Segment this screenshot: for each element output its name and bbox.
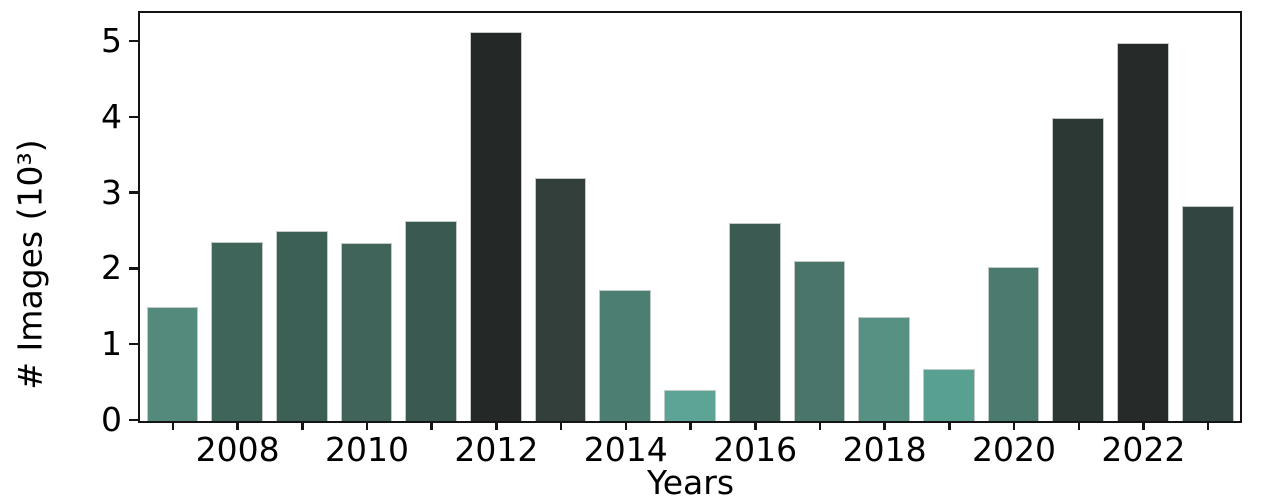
bar-2007 [146, 306, 199, 421]
y-tick-mark-3 [129, 191, 138, 194]
y-tick-mark-0 [129, 418, 138, 421]
x-axis-label: Years [646, 463, 735, 499]
plot-area [138, 11, 1242, 423]
x-tick-mark-2013 [559, 421, 563, 430]
x-tick-mark-2014 [624, 421, 627, 430]
x-tick-mark-2010 [365, 421, 369, 430]
bar-2010 [340, 242, 393, 421]
x-tick-mark-2015 [689, 421, 692, 430]
y-tick-label-2: 2 [101, 248, 122, 288]
bar-2022 [1117, 42, 1169, 421]
bar-2014 [599, 290, 652, 421]
y-tick-label-4: 4 [101, 96, 122, 136]
bar-2021 [1052, 117, 1105, 421]
x-tick-mark-2018 [883, 421, 886, 430]
bar-2019 [922, 369, 975, 421]
x-tick-mark-2021 [1077, 421, 1080, 430]
bar-2023 [1181, 206, 1234, 421]
y-tick-label-1: 1 [101, 324, 122, 363]
x-tick-label-2018: 2018 [842, 430, 927, 469]
bar-2011 [405, 221, 458, 421]
x-tick-mark-2020 [1012, 421, 1016, 430]
bar-2020 [987, 266, 1040, 421]
bar-2017 [793, 261, 846, 421]
x-tick-mark-2012 [495, 421, 498, 430]
y-tick-label-3: 3 [101, 172, 122, 212]
y-tick-mark-5 [129, 39, 138, 43]
x-tick-mark-2016 [754, 421, 757, 430]
bar-2016 [728, 222, 781, 421]
x-tick-mark-2009 [301, 421, 304, 430]
x-tick-mark-2022 [1142, 421, 1145, 430]
x-tick-mark-2007 [171, 421, 175, 430]
y-tick-label-5: 5 [101, 21, 122, 60]
bar-2013 [534, 178, 587, 421]
x-tick-label-2012: 2012 [454, 430, 539, 469]
x-tick-mark-2017 [818, 421, 822, 430]
x-tick-label-2016: 2016 [713, 430, 798, 469]
x-tick-label-2020: 2020 [972, 430, 1056, 469]
bar-2008 [211, 241, 263, 421]
y-tick-label-0: 0 [101, 399, 122, 439]
y-tick-mark-2 [129, 267, 138, 270]
x-tick-label-2010: 2010 [325, 430, 409, 469]
x-tick-label-2014: 2014 [583, 430, 668, 469]
y-tick-mark-4 [129, 115, 138, 118]
x-tick-mark-2011 [430, 421, 433, 430]
x-tick-label-2008: 2008 [195, 430, 280, 469]
x-tick-mark-2019 [948, 421, 951, 430]
bar-2018 [858, 316, 910, 421]
bar-2012 [470, 31, 522, 421]
y-tick-mark-1 [129, 342, 138, 346]
y-axis-label: # Images (10³) [10, 139, 50, 390]
bar-2015 [664, 390, 716, 421]
x-tick-label-2022: 2022 [1101, 430, 1186, 469]
bar-2009 [275, 231, 328, 421]
x-tick-mark-2023 [1206, 421, 1210, 430]
x-tick-mark-2008 [236, 421, 239, 430]
